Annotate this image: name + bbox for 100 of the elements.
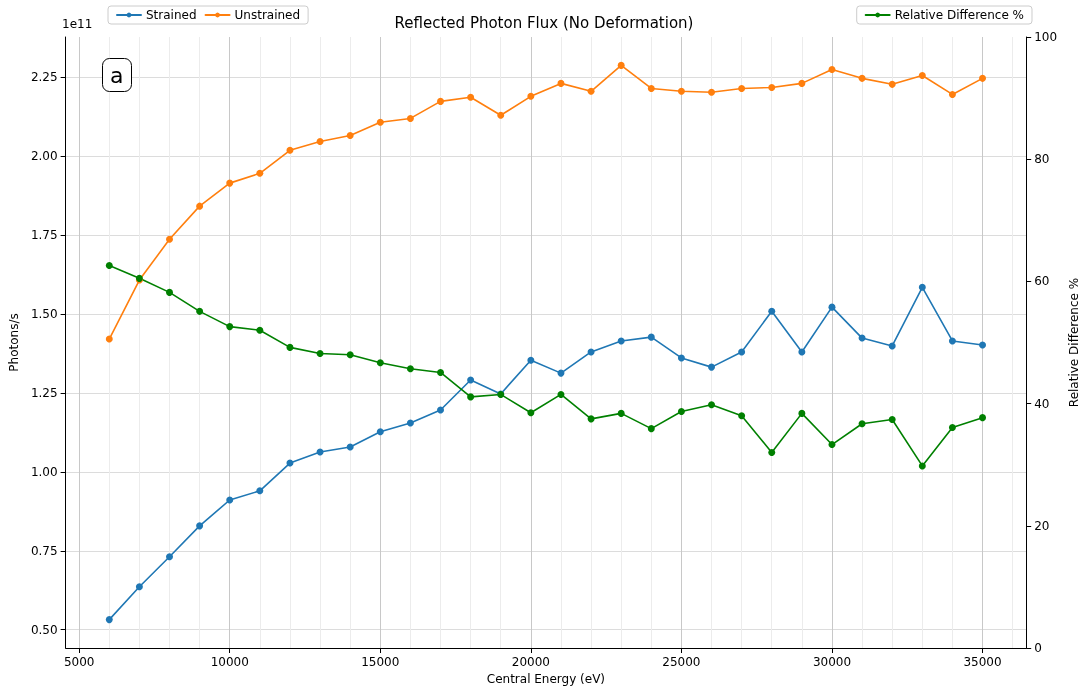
y2-tick-label: 20: [1034, 518, 1050, 533]
point: [256, 326, 264, 334]
point: [105, 335, 113, 343]
y-tick-label: 1.75: [30, 228, 58, 243]
point: [738, 348, 746, 356]
point: [467, 393, 475, 401]
point: [888, 342, 896, 350]
point: [286, 146, 294, 154]
x-tick-label: 25000: [662, 655, 701, 669]
point: [105, 616, 113, 624]
point: [437, 368, 445, 376]
point: [437, 406, 445, 414]
point: [708, 88, 716, 96]
point: [346, 351, 354, 359]
point: [918, 72, 926, 79]
point: [888, 80, 896, 88]
point: [918, 283, 926, 291]
point: [406, 114, 414, 122]
point: [316, 350, 324, 357]
y-axis-title: Photons/s: [7, 313, 21, 372]
point: [979, 74, 987, 82]
y2-tick-label: 40: [1034, 396, 1050, 411]
point: [346, 443, 354, 451]
point: [527, 356, 535, 364]
point: [738, 84, 746, 92]
point: [798, 409, 806, 417]
point: [677, 87, 685, 95]
y-tick-label: 2.25: [30, 70, 58, 85]
point: [617, 61, 625, 69]
point: [858, 74, 866, 82]
point: [677, 408, 685, 416]
y-tick-label: 0.50: [30, 622, 58, 637]
point: [708, 363, 716, 371]
point: [798, 79, 806, 87]
point: [979, 414, 987, 422]
point: [888, 415, 896, 423]
point: [647, 425, 655, 433]
point: [166, 235, 174, 243]
text: 1e11: [62, 17, 93, 31]
point: [256, 487, 264, 495]
x-tick-label: 15000: [361, 655, 400, 669]
legend-label: Strained: [146, 8, 197, 22]
point: [798, 348, 806, 356]
x-tick-label: 30000: [812, 655, 852, 669]
point: [828, 441, 836, 449]
point: [948, 337, 956, 345]
point: [738, 412, 746, 420]
y-tick-label: 1.50: [30, 307, 58, 322]
x-tick-label: 10000: [210, 655, 249, 669]
point: [527, 92, 535, 100]
point: [557, 79, 565, 87]
point: [708, 401, 716, 409]
point: [196, 202, 204, 210]
point: [677, 354, 685, 362]
point: [105, 262, 113, 270]
y2-tick-label: 0: [1034, 641, 1042, 655]
point: [467, 93, 475, 101]
legend-label: Relative Difference %: [894, 8, 1025, 22]
point: [196, 307, 204, 315]
point: [617, 409, 625, 417]
point: [557, 390, 565, 398]
point: [768, 84, 776, 91]
point: [135, 583, 143, 591]
point: [196, 522, 204, 530]
y2-tick-label: 60: [1034, 274, 1050, 289]
point: [437, 97, 445, 105]
y-tick-label: 1.00: [30, 464, 58, 479]
x-axis-title: Central Energy (eV): [486, 671, 606, 686]
legend-label: Unstrained: [234, 8, 301, 22]
point: [376, 118, 384, 126]
point: [226, 323, 234, 331]
point: [828, 66, 836, 73]
point: [166, 553, 174, 561]
point: [497, 111, 505, 119]
point: [858, 420, 866, 428]
x-tick-label: 5000: [63, 655, 95, 669]
point: [647, 333, 655, 341]
point: [527, 409, 535, 417]
point: [768, 307, 776, 315]
point: [587, 415, 595, 423]
y-tick-label: 1.25: [30, 386, 58, 400]
point: [467, 376, 475, 384]
point: [346, 131, 354, 139]
point: [948, 90, 956, 98]
point: [256, 169, 264, 177]
y2-axis-title: Relative Difference %: [1067, 277, 1081, 408]
y-tick-label: 2.00: [30, 149, 58, 164]
point: [166, 288, 174, 296]
y2-tick-label: 100: [1034, 30, 1058, 44]
point: [286, 343, 294, 351]
x-tick-label: 35000: [963, 655, 1002, 669]
point: [226, 179, 234, 187]
x-tick-label: 20000: [511, 655, 550, 669]
point: [376, 359, 384, 367]
point: [587, 87, 595, 95]
point: [948, 423, 956, 431]
point: [316, 137, 324, 145]
annotation: a: [110, 62, 124, 88]
chart-title: Reflected Photon Flux (No Deformation): [394, 13, 694, 32]
y2-tick-label: 80: [1034, 152, 1050, 167]
